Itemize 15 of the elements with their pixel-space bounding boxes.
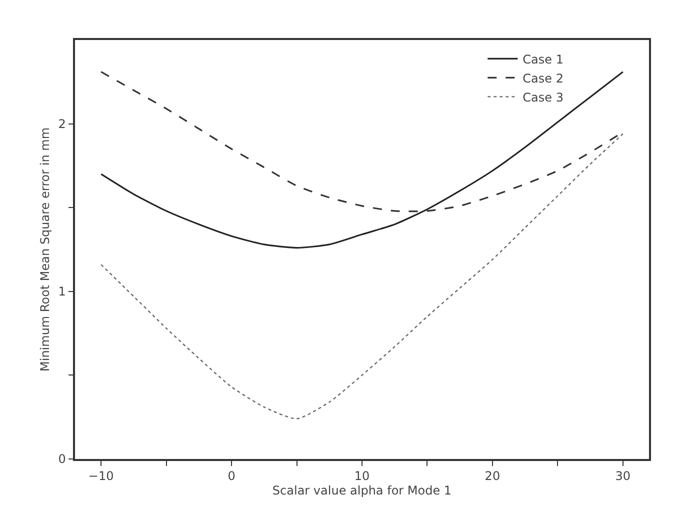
x-tick-label: 20	[484, 469, 500, 484]
x-axis-title: Scalar value alpha for Mode 1	[272, 484, 452, 498]
x-tick-label: −10	[88, 469, 114, 484]
legend-label: Case 3	[522, 90, 564, 104]
y-tick-label: 1	[58, 284, 66, 299]
line-series	[100, 71, 624, 249]
x-tick-label: 10	[354, 469, 370, 484]
legend-label: Case 2	[522, 71, 564, 86]
x-tick-label: 30	[615, 469, 631, 484]
line-series	[100, 133, 624, 420]
y-tick-label: 2	[58, 117, 66, 131]
y-axis-title: Minimum Root Mean Square error in mm	[38, 128, 52, 372]
legend-label: Case 1	[522, 52, 564, 66]
y-tick-label: 0	[58, 452, 66, 466]
x-tick-label: 0	[228, 469, 236, 484]
